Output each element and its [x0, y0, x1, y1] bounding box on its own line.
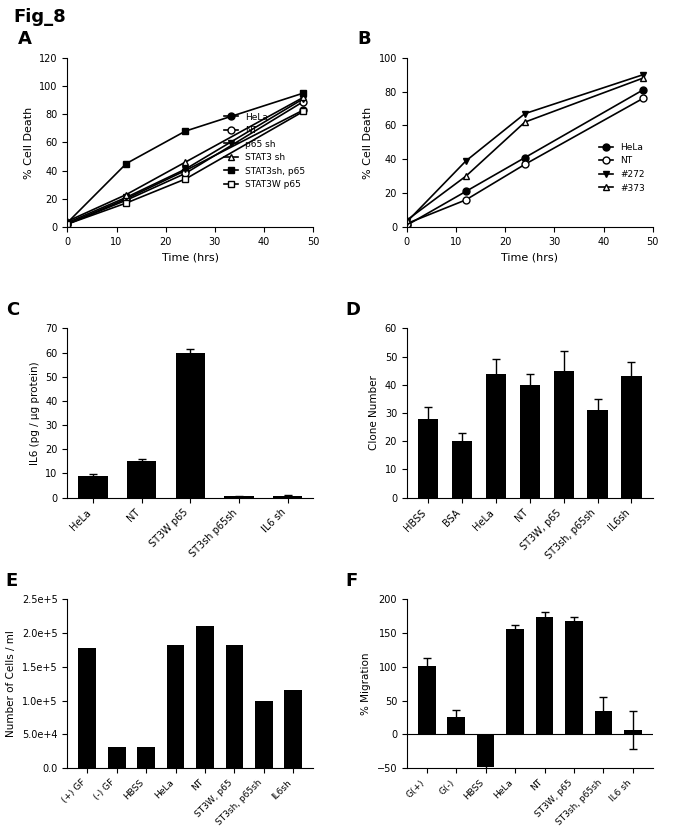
- Bar: [127, 462, 156, 497]
- Text: F: F: [345, 572, 357, 590]
- Bar: [108, 747, 126, 768]
- STAT3W p65: [122, 198, 131, 208]
- Text: E: E: [6, 572, 18, 590]
- Text: A: A: [18, 31, 32, 48]
- Bar: [624, 729, 641, 734]
- NT: [122, 195, 131, 205]
- Line: HeLa: HeLa: [64, 107, 307, 228]
- HeLa: [122, 194, 131, 204]
- STAT3 sh: [181, 157, 189, 167]
- #373: [402, 216, 411, 225]
- #272: [639, 69, 647, 79]
- Bar: [448, 717, 465, 734]
- NT: [181, 169, 189, 178]
- #272: [402, 217, 411, 227]
- STAT3 sh: [122, 190, 131, 200]
- Bar: [621, 377, 641, 497]
- Line: NT: NT: [64, 98, 307, 228]
- Line: NT: NT: [403, 95, 647, 227]
- Bar: [477, 734, 495, 767]
- Bar: [79, 476, 108, 497]
- Bar: [506, 629, 524, 734]
- Line: STAT3 sh: STAT3 sh: [64, 94, 307, 225]
- HeLa: [63, 219, 71, 229]
- Bar: [536, 617, 553, 734]
- Text: Fig_8: Fig_8: [13, 8, 66, 26]
- #272: [462, 156, 470, 166]
- NT: [299, 97, 308, 107]
- Y-axis label: IL6 (pg / μg protein): IL6 (pg / μg protein): [30, 361, 40, 465]
- Bar: [167, 645, 184, 768]
- NT: [521, 159, 529, 169]
- Line: STAT3sh, p65: STAT3sh, p65: [64, 89, 307, 226]
- STAT3sh, p65: [299, 88, 308, 98]
- #373: [521, 117, 529, 127]
- Line: HeLa: HeLa: [403, 87, 647, 229]
- Bar: [273, 496, 302, 497]
- Y-axis label: % Migration: % Migration: [361, 653, 371, 714]
- Line: #373: #373: [403, 74, 647, 224]
- Bar: [197, 626, 214, 768]
- Bar: [224, 496, 254, 497]
- #272: [521, 109, 529, 119]
- Text: B: B: [357, 31, 371, 48]
- HeLa: [462, 187, 470, 197]
- p65 sh: [181, 164, 189, 174]
- Bar: [225, 645, 243, 768]
- Line: #272: #272: [403, 71, 647, 225]
- Line: p65 sh: p65 sh: [64, 95, 307, 226]
- X-axis label: Time (hrs): Time (hrs): [162, 252, 219, 262]
- Text: D: D: [345, 301, 360, 319]
- Y-axis label: Number of Cells / ml: Number of Cells / ml: [6, 630, 16, 737]
- Bar: [553, 371, 574, 497]
- Text: C: C: [6, 301, 19, 319]
- Bar: [285, 691, 302, 768]
- STAT3W p65: [63, 219, 71, 229]
- Bar: [486, 373, 506, 497]
- STAT3W p65: [181, 174, 189, 184]
- NT: [402, 219, 411, 229]
- Bar: [565, 620, 583, 734]
- Bar: [520, 385, 540, 497]
- STAT3 sh: [299, 93, 308, 102]
- Y-axis label: % Cell Death: % Cell Death: [363, 107, 373, 178]
- STAT3 sh: [63, 216, 71, 226]
- #373: [639, 74, 647, 83]
- Bar: [176, 353, 205, 497]
- STAT3sh, p65: [181, 126, 189, 136]
- Bar: [418, 419, 438, 497]
- HeLa: [639, 85, 647, 95]
- HeLa: [299, 105, 308, 115]
- Bar: [255, 700, 273, 768]
- Bar: [452, 441, 472, 497]
- #373: [462, 171, 470, 181]
- STAT3sh, p65: [63, 218, 71, 228]
- Y-axis label: % Cell Death: % Cell Death: [24, 107, 34, 178]
- Legend: HeLa, NT, p65 sh, STAT3 sh, STAT3sh, p65, STAT3W p65: HeLa, NT, p65 sh, STAT3 sh, STAT3sh, p65…: [221, 109, 309, 192]
- NT: [639, 93, 647, 103]
- Y-axis label: Clone Number: Clone Number: [369, 376, 379, 450]
- Line: STAT3W p65: STAT3W p65: [64, 108, 307, 228]
- Bar: [79, 648, 96, 768]
- X-axis label: Time (hrs): Time (hrs): [501, 252, 559, 262]
- HeLa: [521, 153, 529, 163]
- HeLa: [181, 166, 189, 176]
- STAT3W p65: [299, 107, 308, 116]
- Legend: HeLa, NT, #272, #373: HeLa, NT, #272, #373: [596, 140, 648, 196]
- Bar: [137, 747, 155, 768]
- p65 sh: [63, 218, 71, 228]
- p65 sh: [299, 93, 308, 103]
- HeLa: [402, 221, 411, 230]
- STAT3sh, p65: [122, 159, 131, 169]
- Bar: [418, 666, 435, 734]
- Bar: [588, 411, 608, 497]
- p65 sh: [122, 192, 131, 202]
- NT: [462, 195, 470, 205]
- Bar: [594, 710, 612, 734]
- NT: [63, 219, 71, 229]
